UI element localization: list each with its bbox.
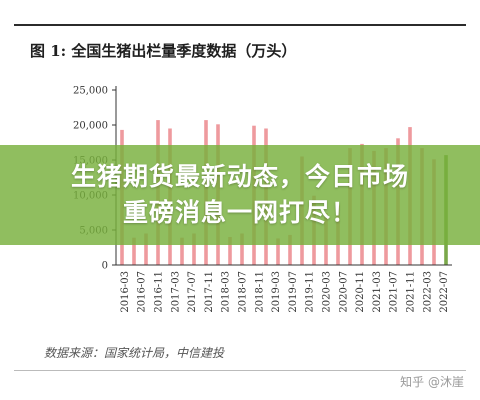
- bar-2018-06: [228, 237, 232, 265]
- bar-2017-09: [192, 233, 196, 265]
- x-tick-label: 2020-03: [322, 271, 333, 313]
- bar-2019-06: [276, 238, 280, 265]
- x-tick-label: 2019-03: [271, 271, 282, 313]
- x-tick-label: 2016-03: [120, 271, 131, 313]
- bottom-rule: [14, 370, 466, 371]
- x-tick-label: 2018-11: [254, 271, 265, 313]
- banner-line-2: 重磅消息一网打尽！: [122, 198, 357, 227]
- x-axis: 2016-03 2016-07 2016-11 2017-03 2017-07 2017-…: [116, 264, 452, 313]
- banner-line-1: 生猪期货最新动态，今日市场: [70, 162, 409, 191]
- source-note: 数据来源：国家统计局，中信建投: [44, 346, 225, 360]
- figure-title: 图 1: 全国生猪出栏量季度数据（万头）: [30, 42, 297, 60]
- x-tick-label: 2020-07: [338, 271, 349, 313]
- x-tick-label: 2018-03: [221, 271, 232, 313]
- headline-banner[interactable]: 生猪期货最新动态，今日市场 重磅消息一网打尽！: [0, 145, 480, 245]
- y-tick-label: 0: [102, 261, 108, 272]
- bar-2019-09: [288, 234, 292, 265]
- x-tick-label: 2017-11: [204, 271, 215, 313]
- x-tick-label: 2021-03: [372, 271, 383, 313]
- x-tick-label: 2021-07: [389, 271, 400, 313]
- x-tick-label: 2022-07: [439, 271, 450, 313]
- x-tick-label: 2016-11: [154, 271, 165, 313]
- x-tick-label: 2021-11: [406, 271, 417, 313]
- bar-2018-09: [240, 233, 244, 265]
- x-tick-label: 2020-11: [355, 271, 366, 313]
- x-tick-label: 2022-03: [422, 271, 433, 313]
- y-tick-label: 25,000: [73, 86, 108, 97]
- x-tick-label: 2018-07: [238, 271, 249, 313]
- bar-2017-06: [180, 237, 184, 265]
- x-tick-label: 2019-07: [288, 271, 299, 313]
- x-tick-label: 2017-07: [187, 271, 198, 313]
- top-rule: [14, 24, 466, 26]
- bar-2016-09: [144, 233, 148, 265]
- y-tick-label: 20,000: [73, 121, 108, 132]
- watermark: 知乎 @沐崖: [400, 375, 464, 389]
- bar-2016-06: [132, 237, 136, 265]
- x-tick-label: 2016-07: [137, 271, 148, 313]
- x-tick-label: 2019-11: [305, 271, 316, 313]
- x-tick-label: 2017-03: [170, 271, 181, 313]
